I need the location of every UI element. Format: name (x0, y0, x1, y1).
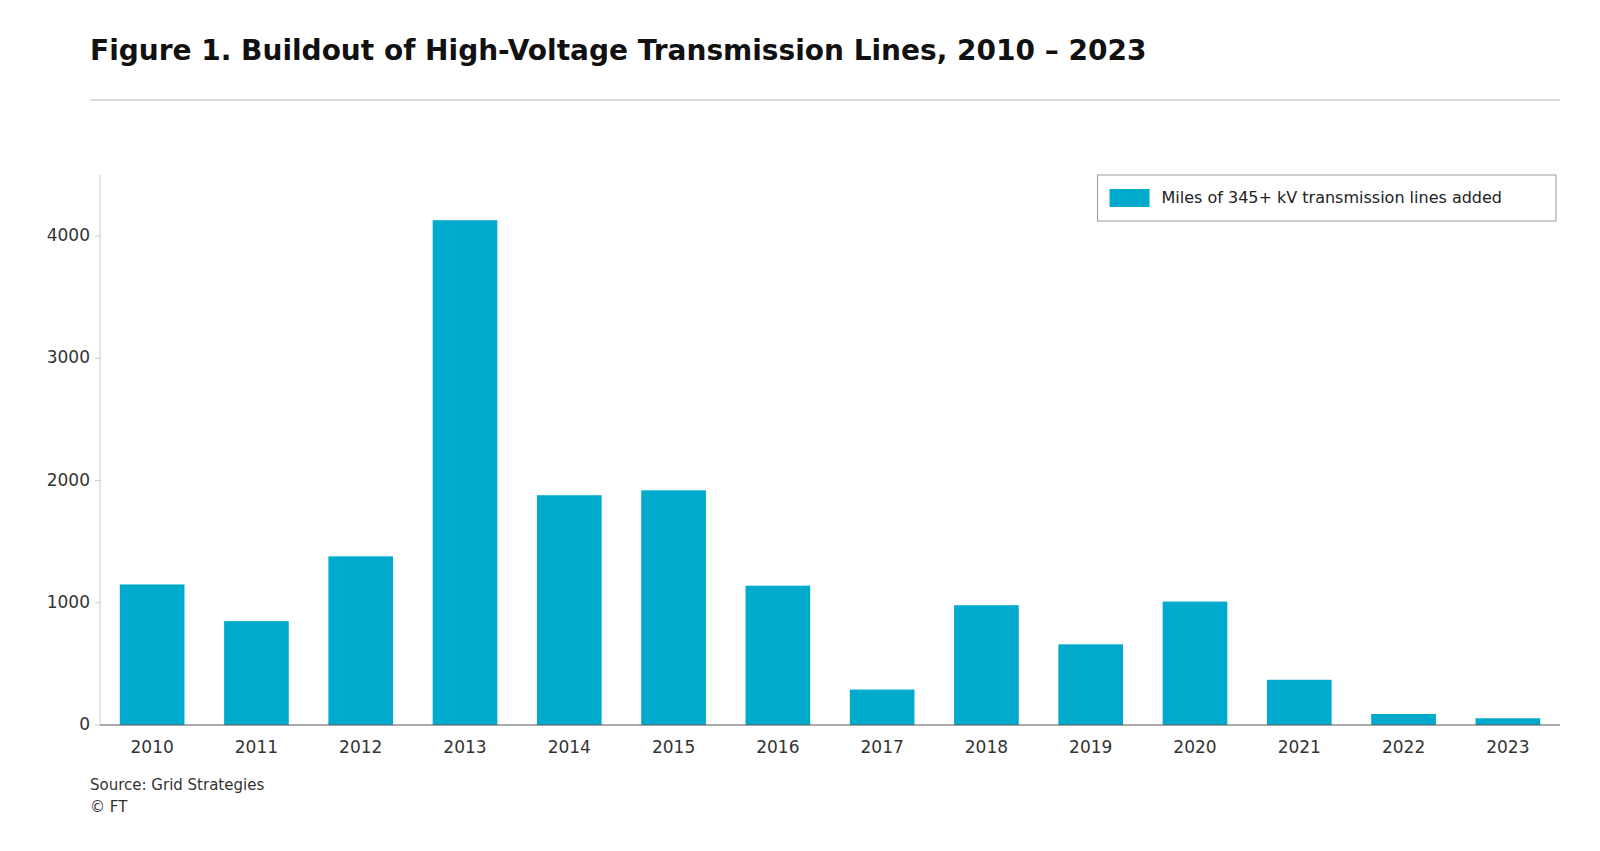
y-tick-label: 0 (79, 714, 90, 734)
y-tick-label: 1000 (47, 592, 90, 612)
x-tick-label: 2018 (965, 737, 1008, 757)
legend-label: Miles of 345+ kV transmission lines adde… (1162, 188, 1503, 207)
x-axis-line (100, 725, 1560, 726)
bar (1267, 680, 1332, 725)
x-tick-label: 2017 (861, 737, 904, 757)
x-tick-label: 2013 (443, 737, 486, 757)
bar (1476, 718, 1541, 725)
y-tick (95, 725, 100, 726)
chart-container: Figure 1. Buildout of High-Voltage Trans… (0, 0, 1600, 851)
x-tick-label: 2020 (1173, 737, 1216, 757)
bar (954, 605, 1019, 725)
y-axis-line (100, 175, 101, 725)
legend: Miles of 345+ kV transmission lines adde… (1098, 175, 1556, 221)
x-tick-label: 2022 (1382, 737, 1425, 757)
y-tick (95, 602, 100, 603)
bars (120, 220, 1540, 725)
title-separator (90, 100, 1560, 101)
chart-svg: Figure 1. Buildout of High-Voltage Trans… (0, 0, 1600, 851)
x-tick-label: 2021 (1278, 737, 1321, 757)
source-note: Source: Grid Strategies (90, 776, 264, 794)
y-tick-label: 3000 (47, 347, 90, 367)
title: Figure 1. Buildout of High-Voltage Trans… (90, 34, 1146, 67)
y-tick-label: 2000 (47, 470, 90, 490)
x-tick-label: 2023 (1486, 737, 1529, 757)
bar (850, 690, 915, 725)
x-tick-label: 2014 (548, 737, 591, 757)
bar (433, 220, 498, 725)
legend-swatch (1110, 189, 1150, 207)
background (0, 0, 1600, 851)
x-tick-label: 2010 (131, 737, 174, 757)
bar (120, 584, 185, 725)
y-tick (95, 236, 100, 237)
bar (328, 556, 393, 725)
bar (224, 621, 289, 725)
x-tick-label: 2015 (652, 737, 695, 757)
y-tick (95, 358, 100, 359)
bar (641, 490, 706, 725)
y-tick-label: 4000 (47, 225, 90, 245)
bar (746, 586, 811, 725)
x-tick-label: 2019 (1069, 737, 1112, 757)
legend-frame (1098, 175, 1556, 221)
bar (1163, 602, 1228, 725)
bar (1371, 714, 1436, 725)
x-tick-label: 2011 (235, 737, 278, 757)
x-tick-label: 2012 (339, 737, 382, 757)
x-tick-label: 2016 (756, 737, 799, 757)
y-tick (95, 480, 100, 481)
bar (1058, 644, 1123, 725)
bar (537, 495, 602, 725)
source-note: © FT (90, 798, 128, 816)
